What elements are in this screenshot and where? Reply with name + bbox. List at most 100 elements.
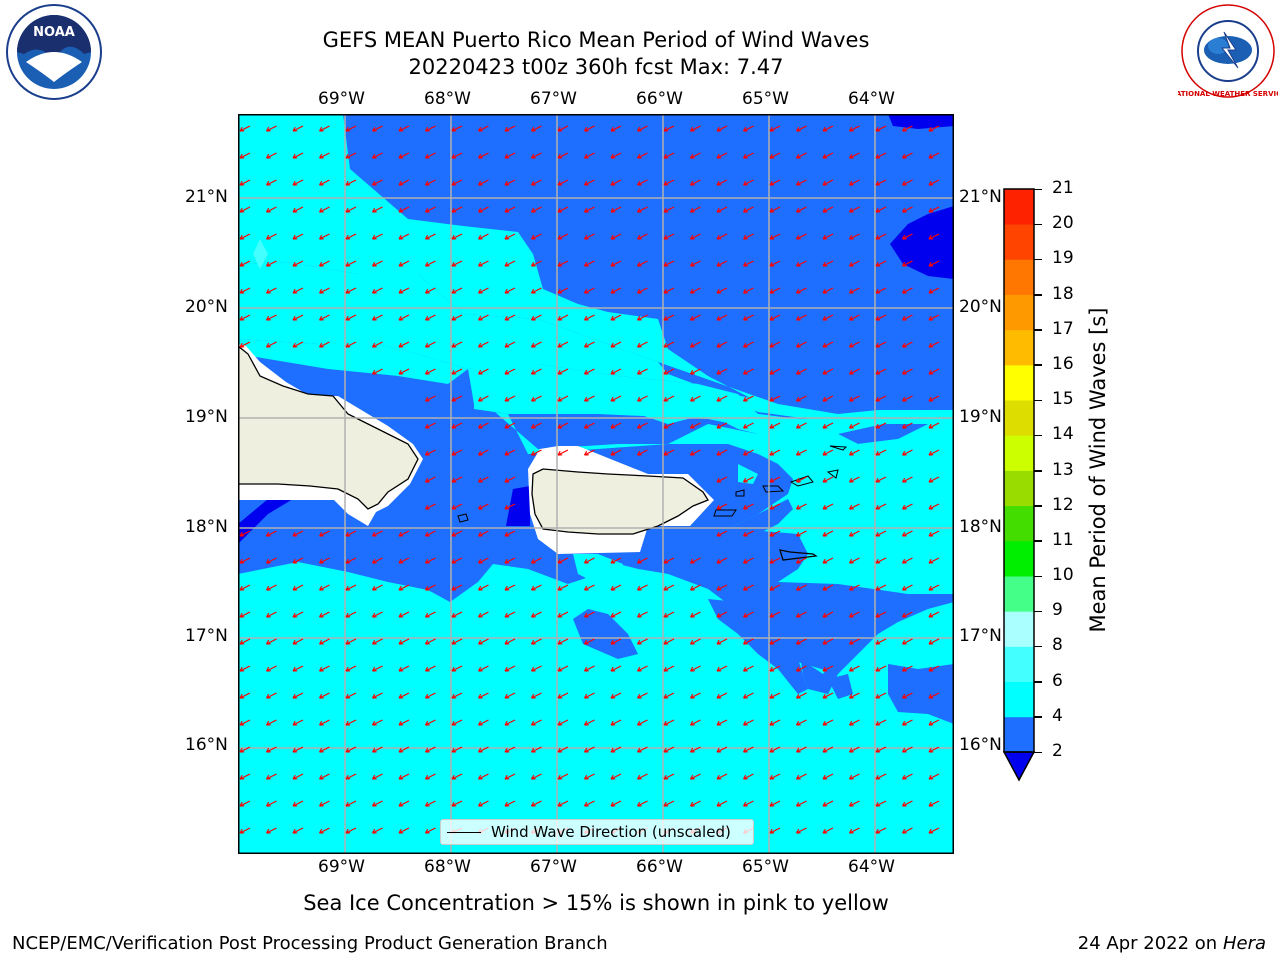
wind-arrow — [742, 206, 754, 213]
wind-arrow — [398, 152, 410, 159]
wind-arrow — [477, 395, 489, 402]
wind-arrow — [742, 341, 754, 348]
wind-arrow — [795, 503, 807, 510]
wind-arrow — [292, 314, 304, 321]
wind-arrow — [504, 611, 516, 618]
wind-arrow — [477, 692, 489, 699]
wind-arrow — [477, 152, 489, 159]
wind-arrow — [265, 125, 277, 132]
wind-arrow — [636, 638, 648, 645]
wind-arrow — [716, 773, 728, 780]
wind-arrow — [504, 476, 516, 483]
wind-arrow — [875, 557, 887, 564]
wind-arrow — [345, 287, 357, 294]
wind-arrow — [371, 584, 383, 591]
wind-arrow — [424, 368, 436, 375]
wind-arrow — [663, 152, 675, 159]
wind-arrow — [875, 368, 887, 375]
wind-arrow — [795, 260, 807, 267]
wind-arrow — [663, 746, 675, 753]
wind-arrow — [504, 530, 516, 537]
lon-label-top: 64°W — [848, 89, 895, 109]
wind-arrow — [795, 827, 807, 834]
wind-arrow — [504, 557, 516, 564]
wind-arrow — [424, 449, 436, 456]
wind-arrow — [769, 611, 781, 618]
wind-arrow — [663, 719, 675, 726]
colorbar-tick-mark — [1034, 751, 1042, 753]
wind-arrow — [504, 449, 516, 456]
wind-arrow — [822, 368, 834, 375]
wind-arrow — [557, 584, 569, 591]
wind-arrow — [451, 665, 463, 672]
wind-arrow — [716, 476, 728, 483]
wind-arrow — [477, 125, 489, 132]
nws-logo: NATIONAL WEATHER SERVICE — [1178, 4, 1278, 98]
wind-arrow — [716, 314, 728, 321]
wind-arrow — [848, 773, 860, 780]
wind-arrow — [822, 503, 834, 510]
wind-arrow — [636, 692, 648, 699]
wind-arrow — [689, 773, 701, 780]
wind-arrow — [239, 179, 251, 186]
noaa-logo-text: NOAA — [33, 25, 75, 40]
wind-arrow — [663, 206, 675, 213]
island-anegada — [829, 445, 848, 451]
wind-arrow — [583, 341, 595, 348]
wind-arrow — [424, 314, 436, 321]
wind-arrow — [292, 827, 304, 834]
wind-arrow — [928, 827, 940, 834]
wind-arrow — [742, 179, 754, 186]
wind-arrow — [345, 233, 357, 240]
lat-label-right: 21°N — [959, 187, 1002, 207]
colorbar-cell — [1004, 259, 1034, 295]
wind-arrow — [636, 800, 648, 807]
wind-arrow — [318, 665, 330, 672]
wind-arrow — [265, 314, 277, 321]
colorbar-tick-label: 18 — [1052, 283, 1074, 304]
wind-arrow — [716, 341, 728, 348]
wind-arrow — [663, 800, 675, 807]
wind-arrow — [530, 206, 542, 213]
wind-arrow — [901, 152, 913, 159]
colorbar-tick-label: 9 — [1052, 600, 1063, 621]
wind-arrow — [901, 719, 913, 726]
wind-arrow — [689, 368, 701, 375]
island-tortola — [826, 469, 839, 479]
wind-arrow — [583, 773, 595, 780]
wind-arrow — [265, 557, 277, 564]
wind-arrow — [504, 206, 516, 213]
wind-arrow — [822, 233, 834, 240]
wind-arrow — [424, 179, 436, 186]
wind-arrow — [822, 584, 834, 591]
wind-arrow — [265, 260, 277, 267]
run-date: 24 Apr 2022 on Hera — [1077, 933, 1266, 954]
wind-arrow — [530, 584, 542, 591]
wind-arrow — [875, 530, 887, 537]
wind-arrow — [610, 692, 622, 699]
wind-arrow — [689, 314, 701, 321]
wind-arrow — [318, 287, 330, 294]
wind-arrow — [663, 179, 675, 186]
wind-arrow — [477, 638, 489, 645]
wind-arrow — [795, 179, 807, 186]
wind-arrow — [292, 341, 304, 348]
wind-arrow — [265, 206, 277, 213]
wind-arrow — [848, 584, 860, 591]
wind-arrow — [928, 422, 940, 429]
wind-arrow — [530, 260, 542, 267]
wind-arrow — [557, 449, 569, 456]
wind-arrow — [901, 206, 913, 213]
colorbar-tick-label: 16 — [1052, 353, 1074, 374]
colorbar-cell — [1004, 716, 1034, 753]
wind-arrow — [557, 314, 569, 321]
wind-arrow — [477, 287, 489, 294]
wind-arrow — [451, 206, 463, 213]
wind-arrow — [424, 611, 436, 618]
wind-arrow — [901, 314, 913, 321]
wind-arrow — [610, 287, 622, 294]
wind-arrow — [636, 341, 648, 348]
wind-arrow — [424, 287, 436, 294]
colorbar-cell — [1004, 611, 1034, 647]
wind-arrow — [928, 665, 940, 672]
